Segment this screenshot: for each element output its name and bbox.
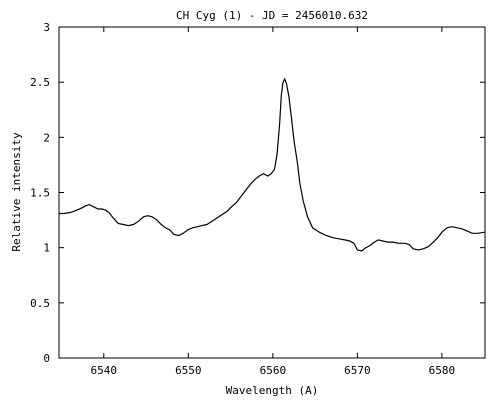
spectrum-line: [59, 77, 486, 252]
axis-ticks: [59, 26, 485, 359]
axis-tick-labels: 6540 6550 6560 6570 6580 0 0.5 1 1.5 2 2.5 3: [30, 21, 455, 377]
x-tick-label: 6560: [260, 364, 287, 377]
x-tick-label: 6540: [91, 364, 118, 377]
y-tick-label: 1.5: [30, 187, 50, 200]
x-axis-label: Wavelength (A): [226, 384, 319, 397]
y-axis-label: Relative intensity: [10, 132, 23, 252]
y-tick-label: 2.5: [30, 76, 50, 89]
y-tick-label: 1: [43, 242, 50, 255]
plot-frame: [58, 26, 486, 359]
y-tick-label: 0: [43, 352, 50, 365]
chart-title: CH Cyg (1) - JD = 2456010.632: [176, 9, 368, 22]
y-tick-label: 2: [43, 131, 50, 144]
x-tick-label: 6570: [344, 364, 371, 377]
y-tick-label: 0.5: [30, 297, 50, 310]
x-tick-label: 6580: [429, 364, 456, 377]
x-tick-label: 6550: [175, 364, 202, 377]
y-tick-label: 3: [43, 21, 50, 34]
